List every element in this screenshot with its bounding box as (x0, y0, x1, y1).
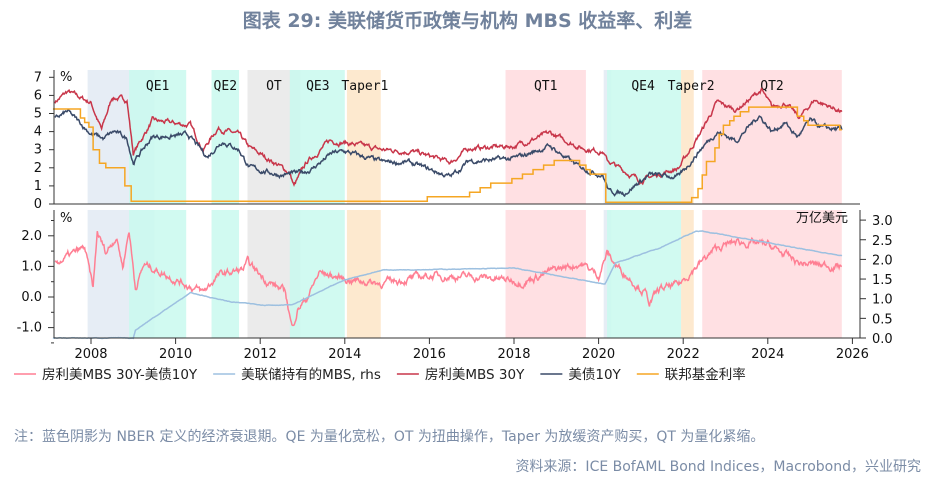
period-band-top (211, 70, 240, 204)
x-tick-label: 2016 (413, 347, 446, 362)
period-label: OT (266, 79, 282, 94)
y-tick-label-top: 4 (34, 125, 42, 140)
period-label: Taper2 (668, 79, 715, 94)
x-tick-label: 2022 (667, 347, 700, 362)
period-band-bottom (702, 210, 842, 338)
period-band-top (289, 70, 345, 204)
y-tick-label-bottom-left: 2.0 (21, 229, 42, 244)
period-band-bottom (129, 210, 187, 338)
y-tick-label-bottom-right: 0.5 (872, 312, 893, 327)
y-tick-label-top: 2 (34, 161, 42, 176)
unit-label-top: % (60, 70, 72, 85)
period-band-bottom (289, 210, 345, 338)
y-tick-label-bottom-right: 2.0 (872, 253, 893, 268)
legend-label: 房利美MBS 30Y (425, 367, 525, 383)
period-band-bottom (607, 210, 682, 338)
period-band-top (346, 70, 381, 204)
y-tick-label-bottom-left: 1.0 (21, 259, 42, 274)
period-label: QE4 (631, 79, 655, 94)
y-tick-label-top: 0 (34, 197, 42, 212)
period-band-bottom (681, 210, 694, 338)
chart-note: 注：蓝色阴影为 NBER 定义的经济衰退期。QE 为量化宽松，OT 为扭曲操作，… (14, 429, 765, 445)
legend-label: 联邦基金利率 (665, 366, 746, 383)
x-tick-label: 2018 (497, 347, 530, 362)
period-label: QT2 (760, 79, 783, 94)
x-tick-label: 2024 (751, 347, 784, 362)
y-tick-label-bottom-right: 2.5 (872, 234, 893, 249)
unit-label-bottom: % (60, 211, 72, 226)
period-band-top (505, 70, 586, 204)
period-band-bottom (346, 210, 381, 338)
unit-label-bottom-right: 万亿美元 (796, 211, 848, 226)
y-tick-label-bottom-right: 1.5 (872, 273, 893, 288)
y-tick-label-top: 1 (34, 179, 42, 194)
legend-label: 美联储持有的MBS, rhs (241, 367, 381, 383)
y-tick-label-top: 5 (34, 107, 42, 122)
x-tick-label: 2014 (328, 347, 361, 362)
legend-label: 美债10Y (568, 367, 621, 383)
y-tick-label-bottom-left: -1.0 (17, 321, 42, 336)
y-tick-label-bottom-right: 1.0 (872, 293, 893, 308)
period-band-top (702, 70, 842, 204)
series-line-ust10y (54, 108, 843, 198)
y-tick-label-bottom-right: 3.0 (872, 214, 893, 229)
period-label: Taper1 (341, 79, 388, 94)
period-label: QE3 (306, 79, 329, 94)
x-tick-label: 2020 (582, 347, 615, 362)
chart-title: 图表 29: 美联储货币政策与机构 MBS 收益率、利差 (242, 10, 693, 32)
series-line-mbs30y (54, 87, 843, 187)
series-line-mbs-spread (54, 231, 842, 327)
y-tick-label-top: 6 (34, 88, 42, 103)
y-tick-label-bottom-right: 0.0 (872, 332, 893, 347)
chart: QE1 QE2 OT QE3 Taper1 QT1 QE4 Taper2 QT2 0 1 2 3 4 5 6 7… (14, 70, 893, 383)
x-tick-label: 2010 (159, 347, 192, 362)
series-line-fed-mbs-holdings (52, 230, 843, 340)
legend-label: 房利美MBS 30Y-美债10Y (42, 367, 198, 383)
period-label: QE2 (214, 79, 237, 94)
x-tick-label: 2026 (836, 347, 869, 362)
chart-source: 资料来源：ICE BofAML Bond Indices，Macrobond，兴… (515, 459, 921, 475)
period-label: QE1 (146, 79, 169, 94)
x-tick-label: 2008 (74, 347, 107, 362)
x-tick-label: 2012 (244, 347, 277, 362)
y-tick-label-top: 7 (34, 70, 42, 85)
y-tick-label-bottom-left: 0.0 (21, 290, 42, 305)
y-tick-label-top: 3 (34, 143, 42, 158)
series-line-fed-funds (52, 106, 842, 203)
period-label: QT1 (534, 79, 557, 94)
